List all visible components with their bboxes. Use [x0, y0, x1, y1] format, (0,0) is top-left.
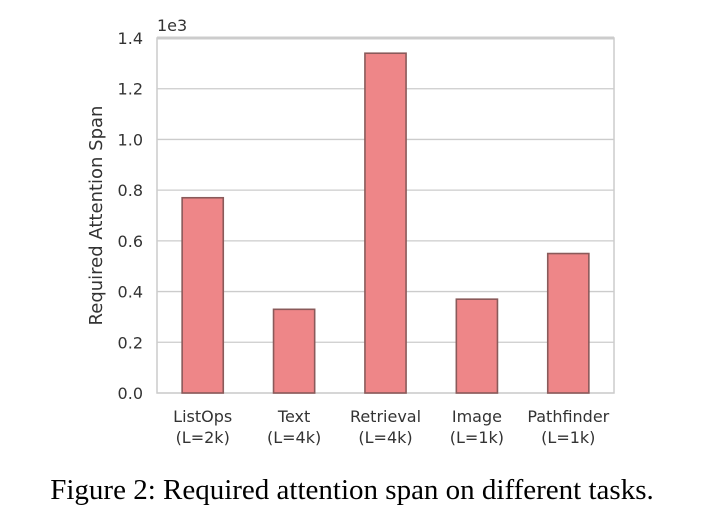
x-tick-label: Image	[452, 407, 502, 426]
x-tick-label: ListOps	[173, 407, 232, 426]
y-tick-label: 1.0	[118, 130, 143, 149]
y-tick-label: 1.2	[118, 80, 143, 99]
x-tick-label: Text	[277, 407, 310, 426]
y-tick-label: 0.6	[118, 232, 143, 251]
bar-retrieval	[364, 52, 407, 394]
figure-caption: Figure 2: Required attention span on dif…	[50, 474, 654, 506]
y-tick-label: 0.0	[118, 384, 143, 403]
bar-listops	[181, 196, 225, 394]
y-tick-label: 0.8	[118, 181, 143, 200]
bar-text	[272, 308, 316, 394]
x-tick-label: Pathfinder	[527, 407, 609, 426]
x-tick-sublabel: (L=4k)	[358, 428, 412, 447]
bar-image	[455, 298, 499, 394]
x-tick-sublabel: (L=1k)	[450, 428, 504, 447]
bar-pathfinder	[546, 252, 590, 394]
x-tick-sublabel: (L=2k)	[176, 428, 230, 447]
y-scale-label: 1e3	[157, 16, 187, 35]
y-tick-label: 0.4	[118, 283, 143, 302]
x-tick-sublabel: (L=1k)	[541, 428, 595, 447]
x-tick-label: Retrieval	[350, 407, 421, 426]
y-axis-title: Required Attention Span	[86, 106, 107, 326]
bar-chart: 0.0 0.2 0.4 0.6 0.8 1.0 1.2 1.4 1e3 Required Atte…	[86, 16, 615, 447]
x-tick-sublabel: (L=4k)	[267, 428, 321, 447]
y-tick-label: 0.2	[118, 333, 143, 352]
y-tick-label: 1.4	[118, 29, 143, 48]
